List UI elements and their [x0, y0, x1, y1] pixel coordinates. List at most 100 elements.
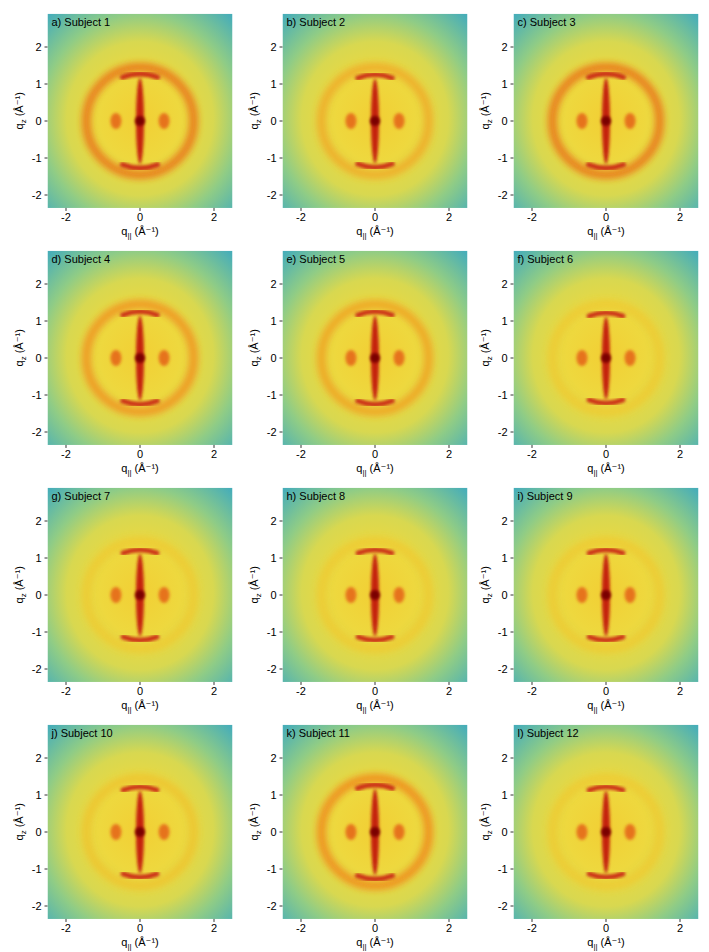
label-part: (Å⁻¹)	[14, 566, 26, 593]
label-part: (Å⁻¹)	[598, 225, 625, 237]
y-tick	[45, 84, 48, 85]
panel: d) Subject 4-2-1012-202q|| (Å⁻¹)qz (Å⁻¹)	[14, 251, 233, 477]
isotropic-ring	[552, 304, 659, 411]
y-tick-label: 2	[35, 41, 41, 53]
beam-center	[601, 827, 611, 837]
y-tick-label: -2	[498, 900, 508, 912]
y-tick-label: 1	[35, 315, 41, 327]
x-tick-label: 2	[211, 448, 217, 460]
equatorial-peak	[576, 350, 587, 366]
detector-image	[283, 488, 468, 682]
x-tick-label: 0	[603, 448, 609, 460]
y-tick-label: -1	[498, 863, 508, 875]
detector-image	[48, 725, 233, 919]
meridional-arc	[357, 876, 392, 879]
y-tick	[511, 669, 514, 670]
equatorial-peak	[159, 113, 170, 129]
isotropic-ring	[552, 541, 659, 648]
label-part: (Å⁻¹)	[480, 803, 492, 830]
y-tick-label: 2	[501, 278, 507, 290]
x-tick-label: 2	[211, 685, 217, 697]
y-tick	[280, 358, 283, 359]
panel-title: h) Subject 8	[287, 490, 346, 502]
plot-area	[514, 725, 699, 919]
beam-center	[601, 590, 611, 600]
panel: h) Subject 8-2-1012-202q|| (Å⁻¹)qz (Å⁻¹)	[249, 488, 468, 714]
isotropic-ring	[86, 67, 193, 174]
x-tick-label: 2	[211, 922, 217, 934]
meridional-streak	[136, 790, 144, 873]
meridional-streak	[136, 553, 144, 636]
y-tick	[45, 595, 48, 596]
panel: c) Subject 3-2-1012-202q|| (Å⁻¹)qz (Å⁻¹)	[480, 14, 699, 240]
y-tick-label: -2	[32, 663, 42, 675]
beam-center	[370, 353, 380, 363]
y-tick	[45, 795, 48, 796]
y-tick-label: 0	[501, 352, 507, 364]
y-tick-label: 1	[501, 315, 507, 327]
x-tick-label: -2	[527, 922, 537, 934]
meridional-arc	[589, 550, 623, 553]
y-tick-label: -1	[498, 152, 508, 164]
detector-image	[514, 488, 699, 682]
y-tick	[280, 121, 283, 122]
x-tick-label: 0	[603, 211, 609, 223]
y-tick-label: 0	[501, 115, 507, 127]
y-tick-label: 2	[270, 41, 276, 53]
y-axis-label: qz (Å⁻¹)	[249, 92, 264, 129]
y-tick-label: 2	[270, 278, 276, 290]
label-part: (Å⁻¹)	[14, 803, 26, 830]
equatorial-peak	[394, 587, 405, 603]
y-tick-label: -2	[32, 426, 42, 438]
equatorial-peak	[345, 824, 356, 840]
meridional-streak	[136, 315, 144, 400]
isotropic-ring	[321, 304, 428, 411]
label-part: (Å⁻¹)	[249, 92, 261, 119]
y-tick	[45, 632, 48, 633]
x-tick-label: 0	[137, 211, 143, 223]
meridional-arc	[357, 785, 392, 788]
y-tick-label: 1	[35, 789, 41, 801]
equatorial-peak	[110, 587, 121, 603]
y-tick	[511, 121, 514, 122]
x-tick-label: -2	[296, 448, 306, 460]
beam-center	[135, 827, 145, 837]
label-part: (Å⁻¹)	[598, 699, 625, 711]
equatorial-peak	[345, 587, 356, 603]
equatorial-peak	[345, 113, 356, 129]
plot-area	[283, 14, 468, 208]
meridional-streak	[602, 78, 610, 164]
y-tick	[45, 432, 48, 433]
x-tick-label: 2	[446, 922, 452, 934]
detector-image	[48, 488, 233, 682]
detector-image	[283, 14, 468, 208]
y-tick	[280, 795, 283, 796]
x-tick-label: -2	[296, 922, 306, 934]
y-tick-label: -2	[267, 900, 277, 912]
y-tick	[45, 195, 48, 196]
x-tick-label: -2	[527, 448, 537, 460]
y-tick	[511, 195, 514, 196]
label-part: (Å⁻¹)	[249, 566, 261, 593]
panel-title: g) Subject 7	[52, 490, 111, 502]
y-tick	[280, 195, 283, 196]
y-tick	[511, 558, 514, 559]
meridional-arc	[589, 637, 623, 640]
x-axis-label: q|| (Å⁻¹)	[356, 462, 393, 477]
y-tick	[45, 558, 48, 559]
plot-area	[514, 488, 699, 682]
detector-image	[283, 725, 468, 919]
meridional-arc	[358, 164, 393, 167]
panel: g) Subject 7-2-1012-202q|| (Å⁻¹)qz (Å⁻¹)	[14, 488, 233, 714]
y-tick-label: 1	[270, 789, 276, 801]
plot-area	[283, 725, 468, 919]
x-tick-label: -2	[527, 211, 537, 223]
x-tick-label: 2	[446, 211, 452, 223]
meridional-arc	[123, 312, 158, 315]
y-tick-label: -2	[267, 663, 277, 675]
equatorial-peak	[110, 350, 121, 366]
equatorial-peak	[576, 587, 587, 603]
label-part: (Å⁻¹)	[132, 462, 159, 474]
y-tick-label: 1	[35, 552, 41, 564]
y-tick	[511, 321, 514, 322]
